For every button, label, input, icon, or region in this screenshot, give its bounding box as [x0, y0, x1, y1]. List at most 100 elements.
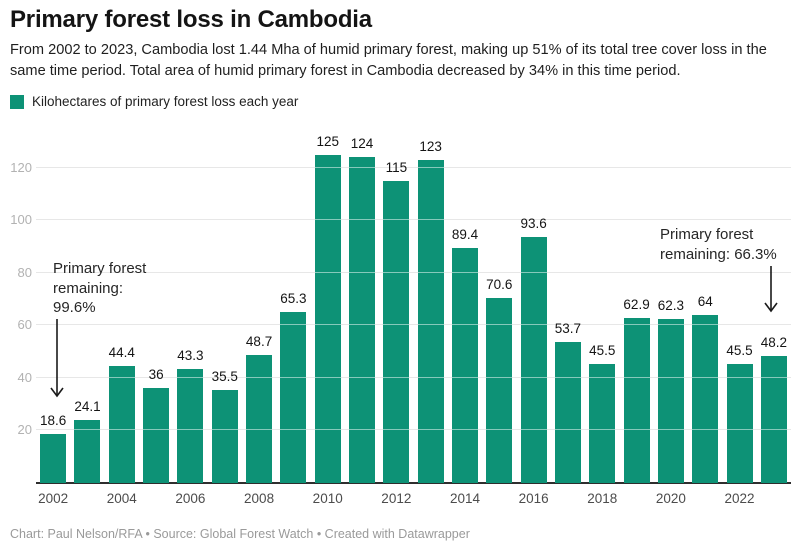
bar-2016: [520, 237, 547, 483]
bar-value-label: 125: [316, 133, 339, 149]
bar-2002: [40, 434, 67, 483]
gridline-overlay: [692, 429, 719, 431]
legend: Kilohectares of primary forest loss each…: [10, 94, 298, 109]
gridline-overlay: [383, 429, 410, 431]
gridline-overlay: [177, 429, 204, 431]
bar-2006: [177, 369, 204, 483]
gridline-overlay: [349, 166, 376, 168]
gridline-overlay: [451, 429, 478, 431]
bar-value-label: 70.6: [486, 276, 513, 292]
annotation-line: 99.6%: [53, 299, 96, 316]
gridline: [36, 376, 791, 378]
bar-2014: [451, 248, 478, 483]
bar-value-label: 115: [385, 160, 408, 175]
gridline-overlay: [108, 429, 135, 431]
gridline-overlay: [383, 376, 410, 378]
gridline-overlay: [314, 376, 341, 378]
annotation-line: remaining:: [53, 279, 124, 297]
x-axis-tick-label: 2020: [655, 491, 686, 506]
gridline: [36, 271, 791, 273]
attribution-footer: Chart: Paul Nelson/RFA • Source: Global …: [10, 527, 470, 541]
x-axis-tick-label: 2016: [518, 491, 549, 506]
bar-value-label: 43.3: [177, 348, 204, 364]
bar-value-label: 44.4: [108, 345, 135, 361]
bar-value-label: 45.5: [589, 342, 616, 358]
gridline: [36, 324, 791, 326]
gridline-overlay: [108, 376, 135, 378]
bar-value-label: 124: [350, 136, 374, 152]
gridline-overlay: [349, 324, 376, 326]
bar-2019: [623, 317, 650, 483]
gridline-overlay: [177, 376, 204, 378]
gridline-overlay: [760, 429, 787, 431]
x-axis-tick-label: 2010: [312, 491, 343, 506]
gridline-overlay: [280, 429, 307, 431]
bar-2003: [74, 419, 101, 483]
gridline-overlay: [417, 376, 444, 378]
gridline-overlay: [417, 166, 444, 168]
bar-2005: [143, 388, 170, 483]
gridline-overlay: [520, 324, 547, 326]
gridline-overlay: [760, 376, 787, 378]
bar-2004: [108, 366, 135, 483]
x-axis-tick-label: 2002: [38, 491, 69, 506]
bar-value-label: 62.9: [623, 296, 650, 312]
gridline-overlay: [349, 219, 376, 221]
x-axis-tick-label: 2006: [175, 491, 206, 506]
gridline-overlay: [383, 219, 410, 221]
gridline-overlay: [657, 324, 684, 326]
page-title: Primary forest loss in Cambodia: [10, 6, 372, 33]
gridline-overlay: [486, 376, 513, 378]
x-axis-tick-label: 2004: [106, 491, 137, 506]
x-axis-tick-label: 2008: [244, 491, 275, 506]
chart-subtitle: From 2002 to 2023, Cambodia lost 1.44 Mh…: [10, 42, 767, 79]
bar-value-label: 45.5: [726, 342, 753, 358]
gridline-overlay: [383, 324, 410, 326]
x-axis-tick-label: 2022: [724, 491, 755, 506]
bar-value-label: 48.2: [760, 335, 787, 351]
gridline-overlay: [349, 376, 376, 378]
annotation-line: remaining: 66.3%: [660, 245, 777, 263]
gridline-overlay: [417, 324, 444, 326]
legend-swatch-icon: [10, 94, 24, 109]
bar-2021: [692, 314, 719, 483]
gridline: [36, 429, 791, 431]
bar-value-label: 65.3: [280, 290, 307, 306]
gridline-overlay: [417, 271, 444, 273]
bar-2023: [760, 356, 787, 483]
bar-value-label: 93.6: [520, 216, 547, 232]
gridline-overlay: [314, 429, 341, 431]
bar-2018: [589, 363, 616, 483]
bar-2013: [417, 160, 444, 483]
gridline-overlay: [726, 429, 753, 431]
gridline-overlay: [314, 271, 341, 273]
bar-value-label: 64: [697, 293, 713, 309]
gridline-overlay: [211, 429, 238, 431]
annotation-left: Primary forest remaining: 99.6%: [53, 259, 146, 318]
down-arrow-icon: [50, 319, 64, 398]
bar-2011: [349, 157, 376, 483]
gridline-overlay: [623, 429, 650, 431]
bar-2022: [726, 363, 753, 483]
y-axis-tick-label: 60: [17, 317, 32, 333]
x-axis-tick-label: 2018: [587, 491, 618, 506]
gridline-overlay: [520, 376, 547, 378]
gridline-overlay: [74, 429, 101, 431]
gridline-overlay: [143, 429, 170, 431]
y-axis-tick-label: 80: [17, 264, 32, 280]
down-arrow-icon: [764, 266, 778, 313]
gridline-overlay: [486, 429, 513, 431]
bar-value-label: 89.4: [451, 227, 479, 243]
annotation-right: Primary forest remaining: 66.3%: [660, 225, 777, 264]
bar-2008: [246, 355, 273, 483]
gridline-overlay: [554, 376, 581, 378]
bar-2017: [554, 342, 581, 483]
gridline-overlay: [726, 376, 753, 378]
bar-2007: [211, 389, 238, 483]
annotation-line: Primary forest: [53, 260, 147, 277]
gridline: [36, 166, 791, 168]
bar-2010: [314, 154, 341, 483]
annotation-line: Primary forest: [660, 226, 754, 243]
bar-value-label: 123: [419, 139, 442, 154]
gridline-overlay: [692, 324, 719, 326]
